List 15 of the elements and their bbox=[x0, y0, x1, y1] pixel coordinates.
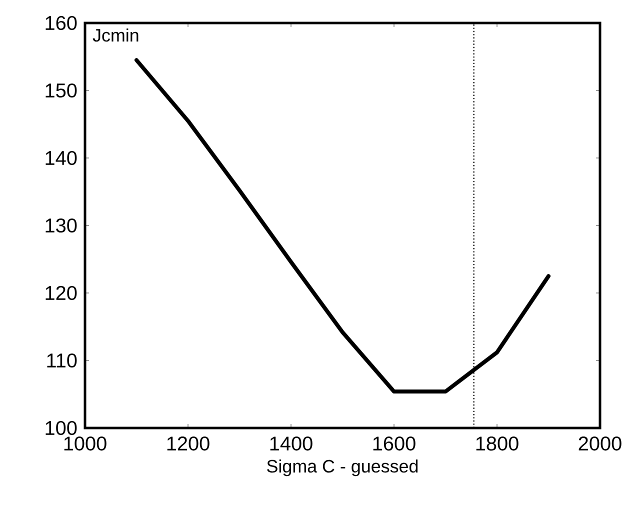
x-tick-label: 1400 bbox=[270, 436, 312, 451]
x-tick-label: 1800 bbox=[476, 436, 518, 451]
x-axis-title: Sigma C - guessed bbox=[267, 459, 418, 476]
x-tick-label: 1000 bbox=[64, 436, 106, 451]
y-tick-label: 150 bbox=[46, 83, 77, 98]
y-axis-title: Jcmin bbox=[92, 28, 138, 42]
x-tick-label: 1600 bbox=[373, 436, 416, 451]
y-tick-label: 120 bbox=[46, 286, 77, 300]
x-tick-label: 1200 bbox=[167, 436, 210, 451]
y-tick-label: 100 bbox=[46, 420, 77, 436]
x-tick-label: 2000 bbox=[578, 436, 622, 451]
y-tick-label: 110 bbox=[47, 353, 77, 368]
y-tick-label: 130 bbox=[46, 218, 77, 233]
y-tick-label: 160 bbox=[46, 16, 77, 30]
y-tick-label: 140 bbox=[46, 150, 77, 166]
